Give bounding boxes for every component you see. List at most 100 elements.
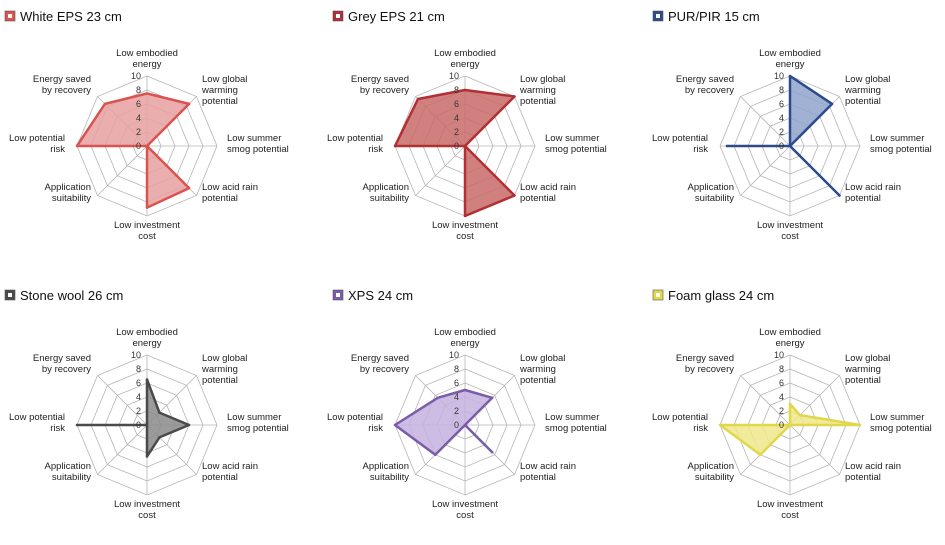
axis-label-low-embodied-energy: Low embodied energy [434,48,496,70]
axis-label-low-global-warming-potential: Low global warming potential [519,353,565,386]
data-point-low-acid-rain-potential [158,436,161,439]
data-point-low-investment-cost [145,206,149,209]
axis-label-low-summer-smog-potential: Low summer smog potential [870,133,932,155]
tick-label: 0 [779,420,784,430]
axis-label-low-acid-rain-potential: Low acid rain potential [845,182,901,204]
tick-label: 10 [449,350,459,360]
data-point-application-suitability [759,453,762,456]
data-point-low-acid-rain-potential [187,186,191,190]
axis-label-energy-saved-by-recovery: Energy saved by recovery [33,74,91,96]
grid-spoke [740,96,791,147]
tick-label: 8 [454,364,459,374]
tick-label: 8 [779,364,784,374]
axis-label-low-embodied-energy: Low embodied energy [434,327,496,349]
axis-label-low-acid-rain-potential: Low acid rain potential [520,182,576,204]
tick-label: 2 [454,127,459,137]
data-point-low-embodied-energy [463,88,467,92]
chart-title: XPS 24 cm [348,288,413,303]
axis-label-low-summer-smog-potential: Low summer smog potential [227,412,289,434]
axis-label-low-acid-rain-potential: Low acid rain potential [202,461,258,483]
axis-label-energy-saved-by-recovery: Energy saved by recovery [351,353,409,375]
data-point-energy-saved-by-recovery [103,102,107,106]
data-point-low-summer-smog-potential [858,423,862,427]
axis-label-application-suitability: Application suitability [688,182,735,204]
data-point-low-investment-cost [463,214,467,218]
tick-label: 6 [779,378,784,388]
data-point-energy-saved-by-recovery [416,97,420,101]
axis-label-low-investment-cost: Low investment cost [432,499,498,521]
tick-label: 0 [779,141,784,151]
data-point-low-embodied-energy [145,92,149,95]
data-point-low-potential-risk [393,144,397,148]
grid-spoke [740,145,791,196]
axis-label-low-potential-risk: Low potential risk [327,412,383,434]
data-point-energy-saved-by-recovery [436,396,439,399]
data-point-low-acid-rain-potential [838,194,841,197]
legend-swatch-marker [336,293,340,297]
axis-label-low-embodied-energy: Low embodied energy [116,48,178,70]
tick-label: 2 [779,406,784,416]
tick-label: 10 [774,71,784,81]
data-point-energy-saved-by-recovery [145,423,149,427]
axis-label-low-summer-smog-potential: Low summer smog potential [227,133,289,155]
data-point-low-embodied-energy [145,378,149,381]
tick-label: 0 [136,141,141,151]
tick-label: 6 [136,378,141,388]
data-point-application-suitability [463,144,467,148]
tick-label: 4 [454,392,459,402]
tick-label: 8 [136,85,141,95]
axis-label-application-suitability: Application suitability [45,182,92,204]
tick-label: 10 [131,350,141,360]
legend-swatch-marker [656,293,660,297]
tick-label: 6 [454,378,459,388]
tick-label: 6 [779,99,784,109]
axis-label-energy-saved-by-recovery: Energy saved by recovery [33,353,91,375]
data-point-low-acid-rain-potential [491,451,494,454]
legend-swatch-marker [8,293,12,297]
grid-spoke [97,424,148,475]
axis-label-application-suitability: Application suitability [688,461,735,483]
data-point-low-global-warming-potential [158,411,161,414]
tick-label: 0 [454,141,459,151]
tick-label: 8 [454,85,459,95]
legend-swatch-marker [336,14,340,18]
tick-label: 4 [779,392,784,402]
data-point-low-summer-smog-potential [187,423,191,427]
tick-label: 2 [136,127,141,137]
axis-label-low-embodied-energy: Low embodied energy [759,48,821,70]
data-point-low-global-warming-potential [798,413,802,417]
tick-label: 6 [454,99,459,109]
tick-label: 4 [136,113,141,123]
data-point-low-embodied-energy [788,74,792,78]
axis-label-low-acid-rain-potential: Low acid rain potential [520,461,576,483]
axis-label-low-investment-cost: Low investment cost [757,220,823,242]
data-point-low-global-warming-potential [491,396,494,399]
axis-label-low-summer-smog-potential: Low summer smog potential [545,133,607,155]
axis-label-low-global-warming-potential: Low global warming potential [201,353,247,386]
axis-label-low-global-warming-potential: Low global warming potential [519,74,565,107]
axis-label-low-potential-risk: Low potential risk [9,412,65,434]
data-point-energy-saved-by-recovery [788,144,792,148]
data-point-energy-saved-by-recovery [788,423,792,427]
grid-spoke [415,145,466,196]
legend-swatch-marker [8,14,12,18]
data-point-application-suitability [145,144,149,148]
data-point-low-investment-cost [463,423,467,427]
tick-label: 0 [136,420,141,430]
axis-label-application-suitability: Application suitability [363,182,410,204]
tick-label: 6 [136,99,141,109]
axis-label-low-investment-cost: Low investment cost [432,220,498,242]
tick-label: 8 [136,364,141,374]
tick-label: 0 [454,420,459,430]
data-point-low-potential-risk [393,423,397,427]
axis-label-application-suitability: Application suitability [363,461,410,483]
data-point-low-investment-cost [145,455,149,458]
tick-label: 10 [449,71,459,81]
